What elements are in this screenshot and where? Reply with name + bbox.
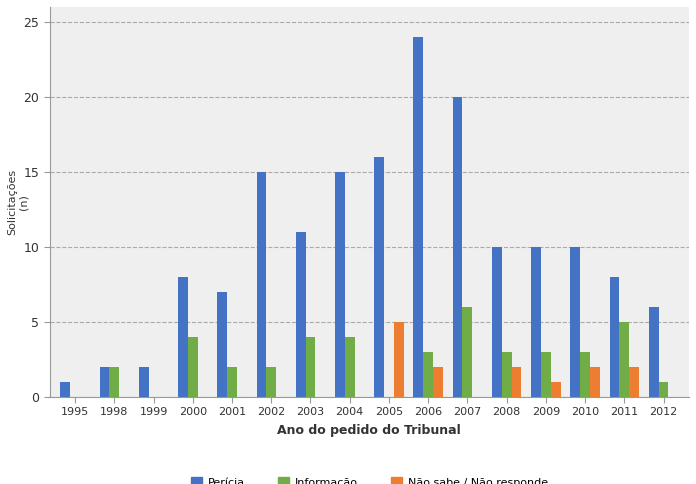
- Bar: [463, 307, 473, 397]
- Bar: [217, 292, 227, 397]
- Bar: [571, 247, 580, 397]
- Bar: [267, 367, 276, 397]
- Y-axis label: Solicitações
(n): Solicitações (n): [7, 169, 29, 235]
- Legend: Perícia, Informação, Não sabe / Não responde: Perícia, Informação, Não sabe / Não resp…: [187, 472, 552, 484]
- Bar: [541, 352, 551, 397]
- Bar: [590, 367, 600, 397]
- Bar: [413, 37, 423, 397]
- Bar: [306, 337, 315, 397]
- Bar: [423, 352, 433, 397]
- Bar: [257, 172, 267, 397]
- Bar: [178, 277, 188, 397]
- Bar: [610, 277, 619, 397]
- Bar: [188, 337, 198, 397]
- Bar: [492, 247, 502, 397]
- Bar: [452, 97, 463, 397]
- Bar: [139, 367, 149, 397]
- Bar: [335, 172, 345, 397]
- Bar: [580, 352, 590, 397]
- Bar: [394, 322, 404, 397]
- Bar: [61, 382, 70, 397]
- Bar: [296, 232, 306, 397]
- Bar: [433, 367, 443, 397]
- Bar: [512, 367, 521, 397]
- Bar: [100, 367, 109, 397]
- Bar: [649, 307, 658, 397]
- Bar: [227, 367, 237, 397]
- Bar: [551, 382, 560, 397]
- Bar: [629, 367, 639, 397]
- Bar: [502, 352, 512, 397]
- Bar: [619, 322, 629, 397]
- X-axis label: Ano do pedido do Tribunal: Ano do pedido do Tribunal: [278, 424, 461, 437]
- Bar: [531, 247, 541, 397]
- Bar: [345, 337, 355, 397]
- Bar: [109, 367, 119, 397]
- Bar: [658, 382, 668, 397]
- Bar: [374, 157, 384, 397]
